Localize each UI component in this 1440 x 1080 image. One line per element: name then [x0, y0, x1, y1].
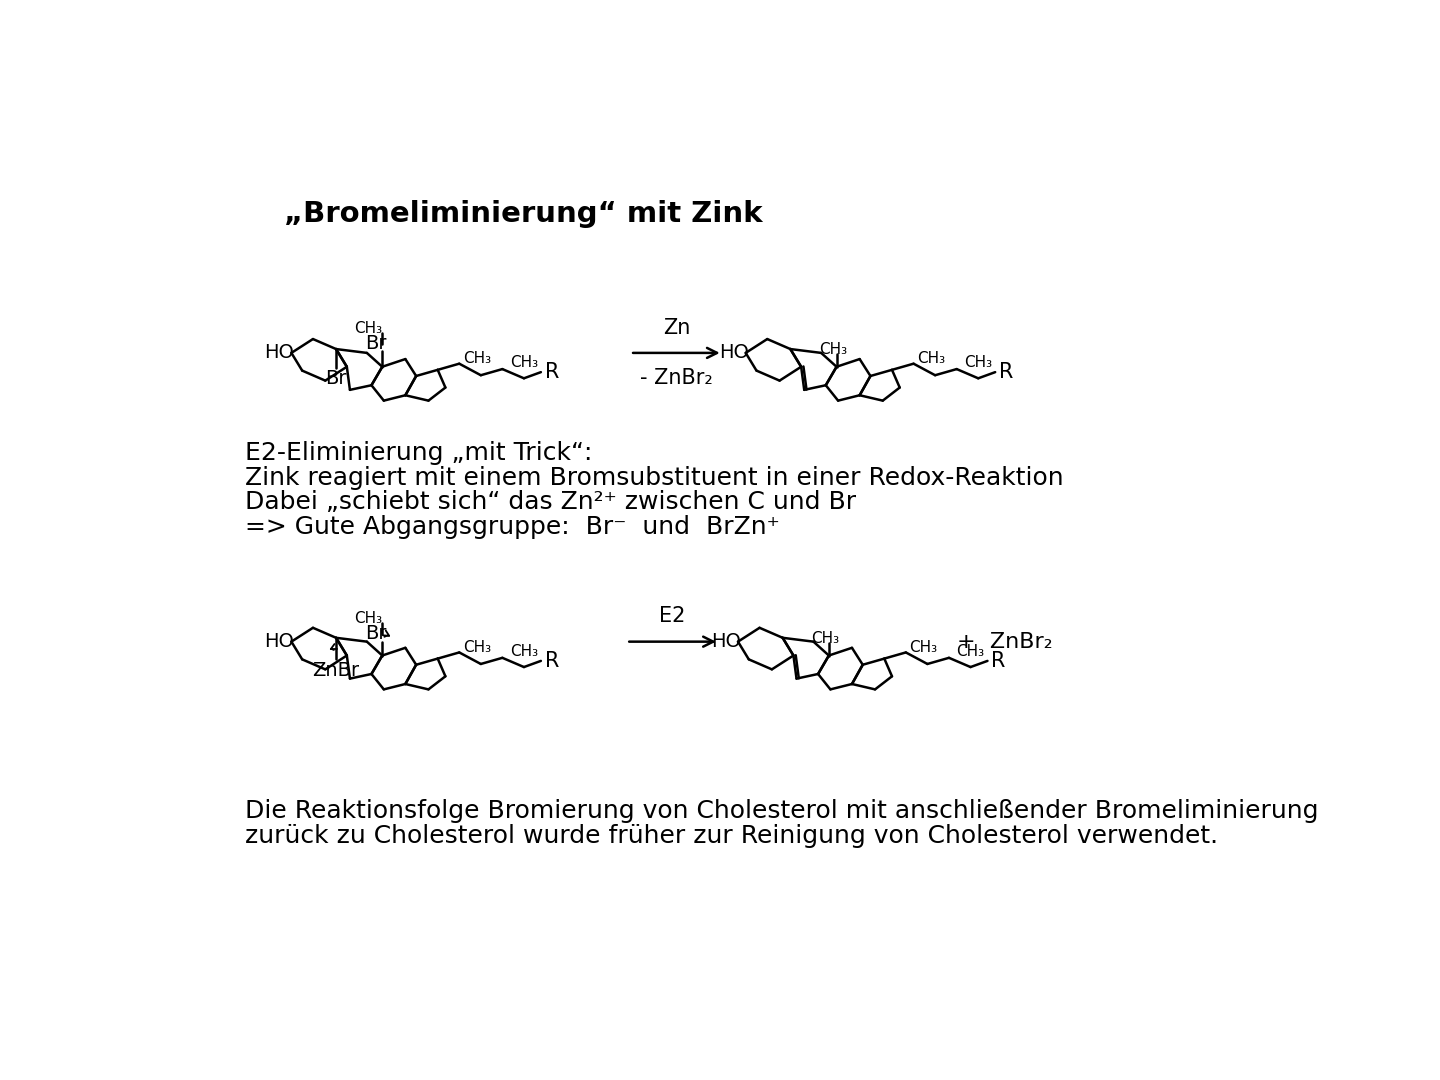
Text: CH₃: CH₃	[917, 351, 945, 366]
Text: => Gute Abgangsgruppe:  Br⁻  und  BrZn⁺: => Gute Abgangsgruppe: Br⁻ und BrZn⁺	[245, 515, 780, 539]
Text: R: R	[544, 362, 559, 382]
Text: HO: HO	[711, 632, 742, 651]
Text: R: R	[544, 651, 559, 671]
Text: HO: HO	[265, 632, 294, 651]
Text: CH₃: CH₃	[462, 639, 491, 654]
Text: Dabei „schiebt sich“ das Zn²⁺ zwischen C und Br: Dabei „schiebt sich“ das Zn²⁺ zwischen C…	[245, 490, 857, 514]
Text: Br: Br	[366, 334, 387, 353]
Text: Br: Br	[366, 624, 387, 644]
Text: HO: HO	[719, 343, 749, 363]
Text: Br: Br	[325, 368, 347, 388]
Text: CH₃: CH₃	[956, 644, 985, 659]
Text: +  ZnBr₂: + ZnBr₂	[958, 632, 1053, 651]
Text: CH₃: CH₃	[354, 611, 383, 626]
Text: E2-Eliminierung „mit Trick“:: E2-Eliminierung „mit Trick“:	[245, 441, 593, 465]
Text: CH₃: CH₃	[910, 639, 937, 654]
Text: ZnBr: ZnBr	[312, 661, 360, 679]
Text: R: R	[991, 651, 1005, 671]
Text: E2: E2	[660, 606, 685, 626]
Text: CH₃: CH₃	[811, 631, 840, 646]
Text: Die Reaktionsfolge Bromierung von Cholesterol mit anschließender Bromeliminierun: Die Reaktionsfolge Bromierung von Choles…	[245, 799, 1319, 823]
Text: CH₃: CH₃	[462, 351, 491, 366]
Text: CH₃: CH₃	[510, 644, 539, 659]
Text: „Bromeliminierung“ mit Zink: „Bromeliminierung“ mit Zink	[284, 200, 762, 228]
Text: Zink reagiert mit einem Bromsubstituent in einer Redox-Reaktion: Zink reagiert mit einem Bromsubstituent …	[245, 465, 1064, 489]
Text: CH₃: CH₃	[965, 355, 992, 370]
Text: Zn: Zn	[662, 318, 690, 337]
Text: - ZnBr₂: - ZnBr₂	[639, 368, 713, 389]
Text: CH₃: CH₃	[354, 321, 383, 336]
Text: zurück zu Cholesterol wurde früher zur Reinigung von Cholesterol verwendet.: zurück zu Cholesterol wurde früher zur R…	[245, 824, 1218, 848]
Text: HO: HO	[265, 343, 294, 363]
Text: CH₃: CH₃	[510, 355, 539, 370]
Text: R: R	[999, 362, 1014, 382]
Text: CH₃: CH₃	[819, 342, 847, 357]
